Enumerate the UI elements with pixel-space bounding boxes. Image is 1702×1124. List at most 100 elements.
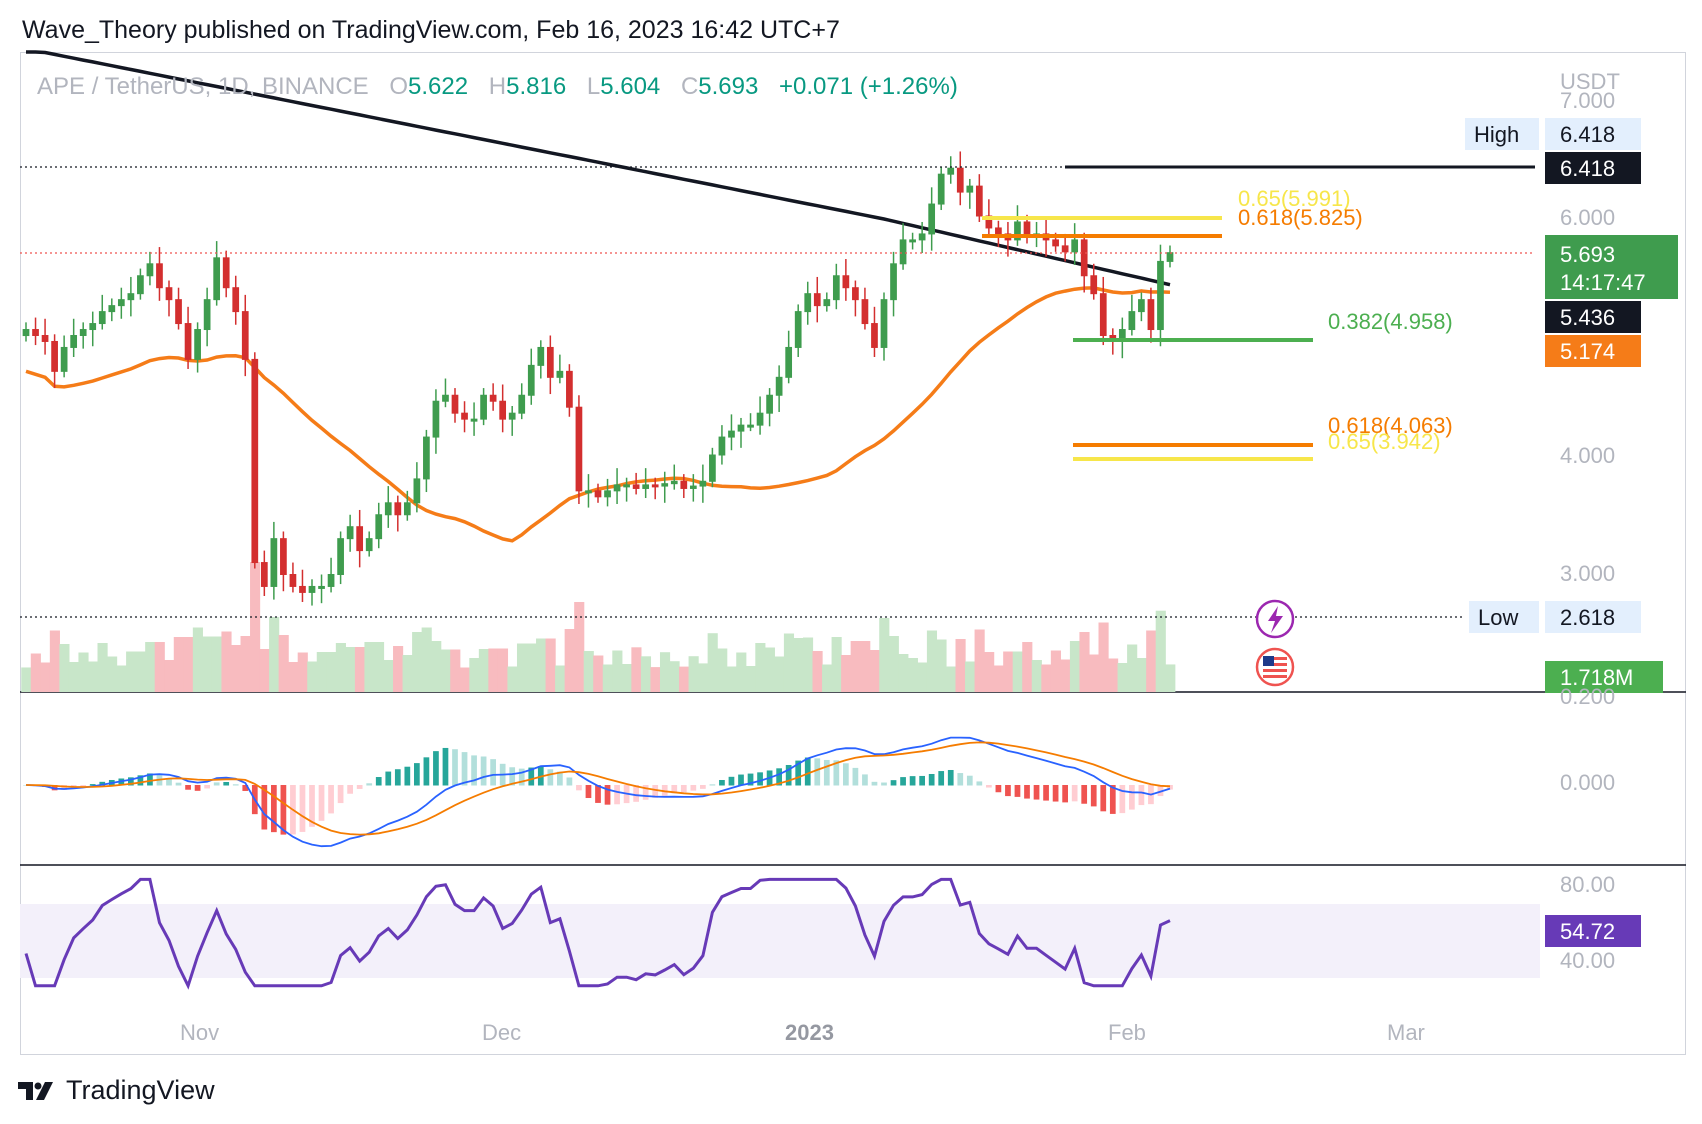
macd-histogram-bar [823, 759, 830, 786]
candle-body [899, 239, 907, 265]
candle-body [480, 394, 487, 420]
volume-bar [335, 643, 346, 692]
macd-histogram-bar [366, 783, 373, 786]
ma200-line[interactable] [26, 50, 1171, 287]
volume-bar [812, 651, 823, 692]
candle-body [423, 436, 430, 480]
volume-bar [574, 602, 585, 692]
macd-histogram-bar [909, 776, 916, 786]
macd-histogram-bar [433, 751, 439, 786]
macd-histogram-bar [576, 785, 582, 791]
candle-body [518, 394, 526, 414]
price-tick-7: 7.000 [1560, 88, 1615, 113]
volume-bar [497, 648, 509, 692]
macd-histogram-bar [614, 785, 620, 805]
candle-body [403, 502, 411, 516]
macd-histogram-bar [147, 773, 153, 786]
macd-histogram-bar [814, 758, 821, 786]
volume-bar [679, 666, 690, 692]
volume-bar [850, 641, 861, 692]
macd-histogram-bar [757, 772, 763, 786]
volume-bar [440, 649, 451, 692]
macd-histogram-bar [194, 785, 201, 791]
candle-body [813, 293, 821, 307]
macd-histogram-bar [528, 767, 535, 786]
volume-bar [936, 639, 947, 692]
candle-body [1138, 299, 1145, 313]
candle-body [79, 329, 87, 336]
candle-body [413, 478, 421, 504]
candle-body [203, 299, 211, 331]
macd-histogram-bar [128, 777, 134, 786]
macd-histogram-bar [843, 763, 849, 786]
macd-histogram-bar [633, 785, 639, 802]
low-value: 2.618 [1560, 605, 1615, 630]
macd-histogram-bar [1090, 785, 1097, 807]
ma200-tag [1545, 301, 1641, 333]
macd-histogram-bar [966, 775, 973, 786]
macd-histogram-bar [394, 769, 401, 786]
macd-pane [23, 736, 1173, 848]
candle-body [337, 538, 344, 576]
macd-histogram-bar [652, 785, 659, 798]
macd-histogram-bar [747, 773, 754, 786]
macd-histogram-bar [671, 785, 678, 794]
fib-label-0-65-upper: 0.65(5.991) [1238, 186, 1351, 211]
macd-histogram-bar [404, 766, 411, 786]
candle-body [661, 483, 669, 487]
volume-bar [478, 649, 489, 692]
macd-histogram-bar [89, 784, 96, 786]
candle-body [794, 311, 802, 348]
volume-bar [1069, 641, 1081, 692]
candle-body [566, 370, 573, 408]
macd-histogram-bar [900, 777, 906, 786]
volume-bar [783, 633, 795, 692]
volume-bar [211, 636, 223, 692]
fib-label-0-618-lower: 0.618(4.063) [1328, 413, 1453, 438]
volume-bar [278, 635, 289, 692]
candle-body [709, 454, 716, 482]
macd-histogram-bar [642, 785, 649, 800]
rsi-pane [24, 877, 1171, 990]
candle-body [280, 538, 287, 576]
candle-body [146, 263, 154, 277]
candle-body [318, 585, 325, 589]
candle-body [909, 239, 916, 243]
volume-bar [774, 656, 785, 692]
macd-histogram-bar [1119, 785, 1126, 814]
volume-bar [459, 667, 470, 692]
macd-histogram-bar [232, 784, 239, 786]
candle-body [489, 394, 497, 402]
candle-body [184, 323, 192, 360]
macd-tick-0-2: 0.200 [1560, 684, 1615, 709]
lightning-event-icon[interactable] [1255, 599, 1295, 639]
candle-body [880, 299, 888, 348]
volume-bar [516, 643, 528, 692]
macd-histogram-bar [356, 785, 363, 789]
macd-histogram-bar [719, 779, 725, 786]
volume-bar [888, 636, 899, 692]
candle-body [60, 346, 68, 372]
candle-body [747, 424, 754, 428]
candle-body [70, 335, 78, 348]
macd-histogram-bar [585, 785, 592, 799]
volume-bar [173, 637, 184, 692]
candle-body [937, 173, 945, 205]
us-flag-event-icon[interactable] [1255, 647, 1295, 687]
volume-bar [431, 641, 442, 692]
low-tag-label: Low [1478, 605, 1518, 630]
candle-body [156, 263, 163, 289]
volume-bar [364, 642, 375, 692]
candle-body [175, 299, 182, 325]
volume-bar [21, 667, 32, 692]
candle-body [308, 585, 316, 593]
footer: TradingView [18, 1075, 215, 1106]
volume-bar [764, 647, 775, 692]
macd-histogram-bar [881, 782, 887, 786]
volume-bar [345, 647, 356, 692]
volume-bar [59, 644, 70, 692]
macd-histogram-bar [1157, 785, 1164, 797]
macd-histogram-bar [1033, 785, 1040, 800]
macd-tick-0: 0.000 [1560, 770, 1615, 795]
